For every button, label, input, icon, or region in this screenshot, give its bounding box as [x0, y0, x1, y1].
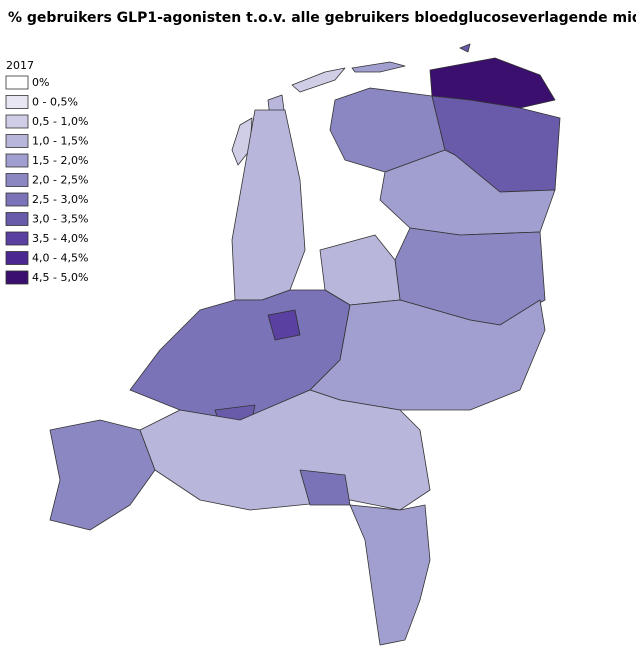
region — [351, 61, 406, 73]
legend-label: 3,5 - 4,0% — [32, 232, 88, 245]
legend-label: 4,0 - 4,5% — [32, 252, 88, 265]
map-title: % gebruikers GLP1-agonisten t.o.v. alle … — [8, 10, 636, 26]
legend-label: 0% — [32, 76, 49, 89]
legend-label: 0,5 - 1,0% — [32, 115, 88, 128]
legend-label: 1,5 - 2,0% — [32, 154, 88, 167]
legend-label: 2,5 - 3,0% — [32, 193, 88, 206]
region — [349, 504, 431, 646]
region — [267, 309, 301, 341]
region — [139, 389, 431, 511]
legend-swatch — [5, 114, 29, 129]
legend-label: 2,0 - 2,5% — [32, 174, 88, 187]
legend-title: 2017 — [6, 59, 34, 72]
legend-swatch — [5, 134, 29, 148]
region — [379, 149, 556, 236]
legend-swatch — [5, 153, 29, 168]
legend-label: 4,5 - 5,0% — [32, 271, 88, 284]
legend-swatch — [5, 192, 29, 207]
legend-swatch — [5, 212, 29, 226]
legend-label: 3,0 - 3,5% — [32, 213, 88, 226]
legend-swatch — [5, 173, 29, 187]
region — [291, 67, 346, 93]
legend: 2017 0% 0 - 0,5% 0,5 - 1,0% 1,0 - 1,5% 1,5 -… — [5, 59, 88, 285]
legend-label: 1,0 - 1,5% — [32, 135, 88, 148]
legend-swatch — [5, 270, 29, 285]
legend-swatch — [5, 75, 29, 90]
region — [49, 419, 156, 531]
region — [459, 43, 471, 53]
legend-label: 0 - 0,5% — [32, 96, 78, 109]
legend-swatch — [5, 231, 29, 246]
map — [49, 43, 561, 646]
legend-swatch — [5, 251, 29, 265]
legend-swatch — [5, 95, 29, 109]
